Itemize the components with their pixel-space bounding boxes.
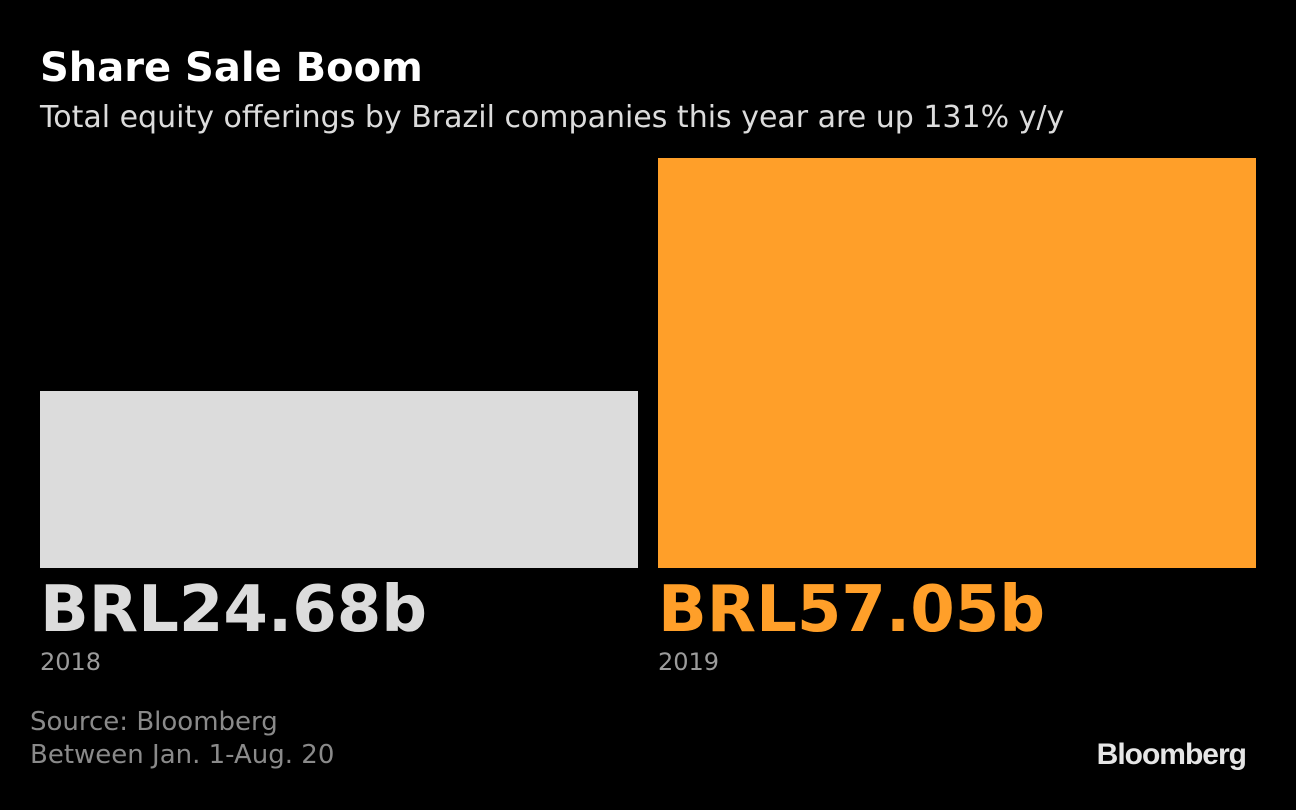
date-range-note: Between Jan. 1-Aug. 20 xyxy=(30,740,335,770)
value-label-2019: BRL57.05b xyxy=(658,573,1046,647)
source-note: Source: Bloomberg xyxy=(30,707,278,737)
bloomberg-logo: Bloomberg xyxy=(1096,738,1247,771)
bar-2018 xyxy=(40,390,638,568)
category-label-2018: 2018 xyxy=(40,648,102,676)
bar-chart-area xyxy=(40,158,1256,568)
category-label-2019: 2019 xyxy=(658,648,720,676)
value-label-2018: BRL24.68b xyxy=(40,573,428,647)
bar-2019 xyxy=(658,158,1256,568)
chart-title: Share Sale Boom xyxy=(40,45,423,91)
chart-subtitle: Total equity offerings by Brazil compani… xyxy=(40,100,1065,135)
